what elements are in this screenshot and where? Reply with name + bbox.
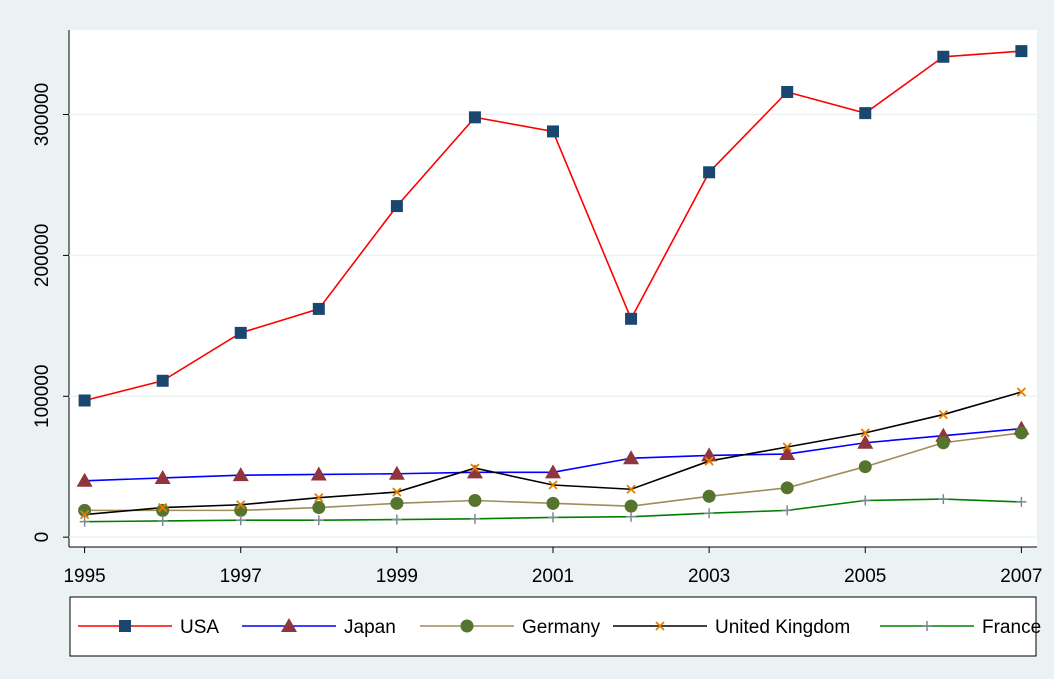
legend-label: Japan (344, 617, 396, 638)
marker (625, 312, 638, 325)
marker (79, 509, 90, 520)
plot-area (69, 30, 1037, 547)
marker (390, 496, 404, 510)
marker (779, 446, 796, 461)
marker (156, 503, 170, 517)
marker (626, 484, 636, 494)
marker (546, 496, 560, 510)
x-tick-label: 2005 (844, 566, 886, 587)
marker (704, 456, 714, 466)
marker (314, 493, 324, 503)
marker (548, 512, 558, 523)
marker (313, 515, 324, 526)
legend-label: United Kingdom (715, 617, 850, 638)
marker (1016, 496, 1027, 507)
marker (938, 409, 948, 420)
marker (234, 326, 247, 339)
marker (310, 466, 327, 481)
marker (1015, 45, 1028, 58)
marker (704, 508, 715, 519)
marker (938, 494, 949, 505)
marker (860, 495, 871, 506)
marker (235, 515, 246, 526)
marker (78, 503, 92, 517)
marker (655, 621, 665, 631)
marker (392, 487, 402, 497)
marker (312, 302, 325, 315)
marker (545, 464, 561, 479)
marker (466, 464, 483, 479)
marker (548, 480, 558, 490)
marker (1014, 426, 1028, 440)
marker (470, 463, 480, 473)
marker (388, 465, 405, 480)
marker (79, 516, 90, 527)
marker (232, 467, 249, 482)
marker (922, 621, 932, 631)
marker (781, 85, 794, 98)
marker (154, 469, 171, 484)
marker (936, 436, 950, 450)
x-tick-label: 1997 (220, 566, 262, 587)
marker (780, 481, 794, 495)
y-tick-label: 0 (32, 532, 53, 543)
marker (157, 515, 168, 526)
marker (119, 620, 131, 632)
marker (857, 434, 874, 449)
marker (78, 394, 91, 407)
marker (858, 460, 872, 474)
marker (390, 200, 403, 213)
marker (547, 125, 559, 138)
legend-label: USA (180, 617, 219, 638)
marker (236, 500, 246, 510)
marker (312, 501, 326, 515)
marker (702, 489, 716, 503)
marker (782, 442, 792, 452)
marker (860, 428, 870, 438)
marker (391, 514, 402, 525)
marker (156, 374, 169, 387)
x-tick-label: 1999 (376, 566, 418, 587)
marker (281, 618, 297, 632)
marker (782, 505, 793, 516)
x-tick-label: 2001 (532, 566, 574, 587)
legend-label: Germany (522, 617, 601, 638)
legend-box (69, 596, 1037, 657)
marker (158, 502, 168, 513)
marker (468, 494, 482, 508)
marker (469, 513, 480, 524)
marker (76, 472, 93, 487)
marker (624, 499, 638, 513)
x-tick-label: 2007 (1000, 566, 1042, 587)
marker (623, 450, 640, 465)
marker (937, 50, 950, 63)
marker (703, 166, 716, 179)
x-tick-label: 1995 (63, 566, 105, 587)
legend-label: France (982, 617, 1041, 638)
marker (626, 511, 637, 522)
y-tick-label: 200000 (32, 224, 53, 287)
marker (460, 619, 474, 633)
marker (859, 107, 872, 120)
marker (1016, 387, 1027, 397)
marker (468, 111, 481, 124)
x-tick-label: 2003 (688, 566, 730, 587)
y-tick-label: 100000 (32, 365, 53, 428)
y-tick-label: 300000 (32, 83, 53, 146)
